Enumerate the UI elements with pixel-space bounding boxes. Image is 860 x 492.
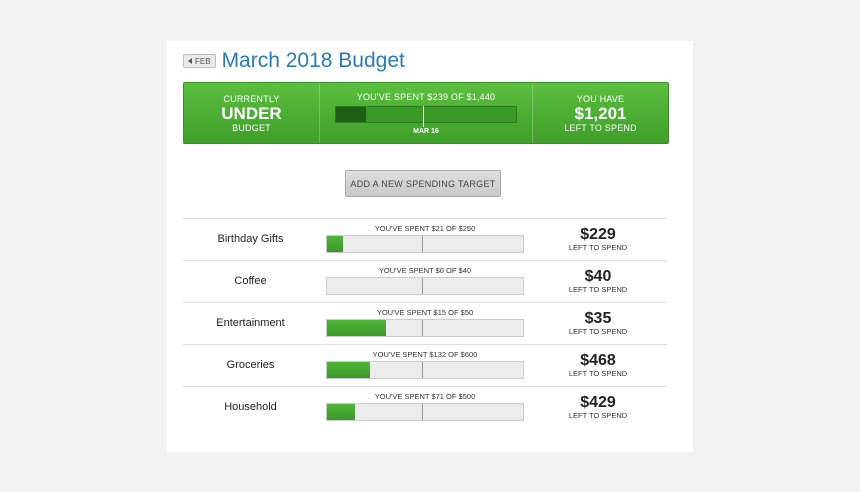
category-name: Household	[224, 401, 277, 413]
category-remaining-amount: $429	[580, 394, 616, 411]
total-spent-text: YOU'VE SPENT $239 OF $1,440	[356, 91, 496, 102]
category-spent-text: YOU'VE SPENT $0 OF $40	[378, 266, 472, 275]
today-marker	[421, 278, 423, 294]
add-spending-target-button[interactable]: ADD A NEW SPENDING TARGET	[345, 170, 501, 197]
category-row[interactable]: Entertainment YOU'VE SPENT $15 OF $50 $3…	[183, 302, 667, 344]
category-spent-text: YOU'VE SPENT $71 OF $500	[374, 392, 476, 401]
category-spent-text: YOU'VE SPENT $132 OF $600	[372, 350, 478, 359]
category-row[interactable]: Birthday Gifts YOU'VE SPENT $21 OF $250 …	[183, 218, 667, 260]
remain-bottom-label: LEFT TO SPEND	[564, 122, 637, 133]
category-remaining-amount: $229	[580, 226, 616, 243]
category-remaining-amount: $468	[580, 352, 616, 369]
previous-month-button[interactable]: FEB	[183, 54, 216, 68]
status-main-label: UNDER	[221, 103, 282, 123]
total-progress-bar	[335, 105, 517, 127]
budget-summary-banner: CURRENTLY UNDER BUDGET YOU'VE SPENT $239…	[183, 82, 669, 144]
today-marker	[421, 320, 423, 336]
today-marker	[421, 404, 423, 420]
previous-month-label: FEB	[195, 56, 211, 66]
category-remaining-label: LEFT TO SPEND	[568, 411, 628, 420]
status-bottom-label: BUDGET	[232, 122, 271, 133]
category-remaining-amount: $40	[584, 268, 612, 285]
category-progress-bar	[326, 403, 524, 421]
category-remaining-label: LEFT TO SPEND	[568, 285, 628, 294]
category-remaining-label: LEFT TO SPEND	[568, 369, 628, 378]
caret-left-icon	[188, 58, 192, 64]
budget-card: FEB March 2018 Budget CURRENTLY UNDER BU…	[167, 41, 693, 452]
category-remaining-amount: $35	[584, 310, 612, 327]
category-progress-bar	[326, 319, 524, 337]
category-spent-text: YOU'VE SPENT $15 OF $50	[376, 308, 474, 317]
page-title: March 2018 Budget	[221, 49, 405, 72]
category-progress-fill	[327, 404, 355, 420]
category-progress-fill	[327, 320, 386, 336]
today-marker	[421, 362, 423, 378]
remain-amount: $1,201	[574, 103, 627, 123]
budget-status: CURRENTLY UNDER BUDGET	[184, 83, 320, 143]
category-remaining-label: LEFT TO SPEND	[568, 243, 628, 252]
category-remaining: $35 LEFT TO SPEND	[568, 310, 628, 336]
total-spent: YOU'VE SPENT $239 OF $1,440 MAR 16	[320, 83, 533, 143]
total-progress-fill	[336, 106, 366, 122]
category-name: Birthday Gifts	[217, 233, 284, 245]
category-row[interactable]: Coffee YOU'VE SPENT $0 OF $40 $40 LEFT T…	[183, 260, 667, 302]
category-row[interactable]: Groceries YOU'VE SPENT $132 OF $600 $468…	[183, 344, 667, 386]
category-name: Entertainment	[216, 317, 285, 329]
today-marker	[421, 236, 423, 252]
category-progress-bar	[326, 277, 524, 295]
status-top-label: CURRENTLY	[223, 93, 280, 104]
category-remaining-label: LEFT TO SPEND	[568, 327, 628, 336]
category-spent-text: YOU'VE SPENT $21 OF $250	[374, 224, 476, 233]
category-progress-fill	[327, 362, 371, 378]
category-list: Birthday Gifts YOU'VE SPENT $21 OF $250 …	[183, 218, 667, 428]
category-progress-bar	[326, 235, 524, 253]
category-name: Coffee	[234, 275, 267, 287]
category-remaining: $429 LEFT TO SPEND	[568, 394, 628, 420]
category-progress-bar	[326, 361, 524, 379]
header: FEB March 2018 Budget	[183, 49, 405, 73]
category-progress-fill	[327, 236, 344, 252]
category-remaining: $229 LEFT TO SPEND	[568, 226, 628, 252]
remain-top-label: YOU HAVE	[576, 93, 625, 104]
category-remaining: $40 LEFT TO SPEND	[568, 268, 628, 294]
today-label: MAR 16	[413, 127, 439, 135]
category-remaining: $468 LEFT TO SPEND	[568, 352, 628, 378]
category-name: Groceries	[226, 359, 275, 371]
today-marker	[423, 105, 425, 127]
category-row[interactable]: Household YOU'VE SPENT $71 OF $500 $429 …	[183, 386, 667, 428]
remaining-total: YOU HAVE $1,201 LEFT TO SPEND	[533, 83, 668, 143]
